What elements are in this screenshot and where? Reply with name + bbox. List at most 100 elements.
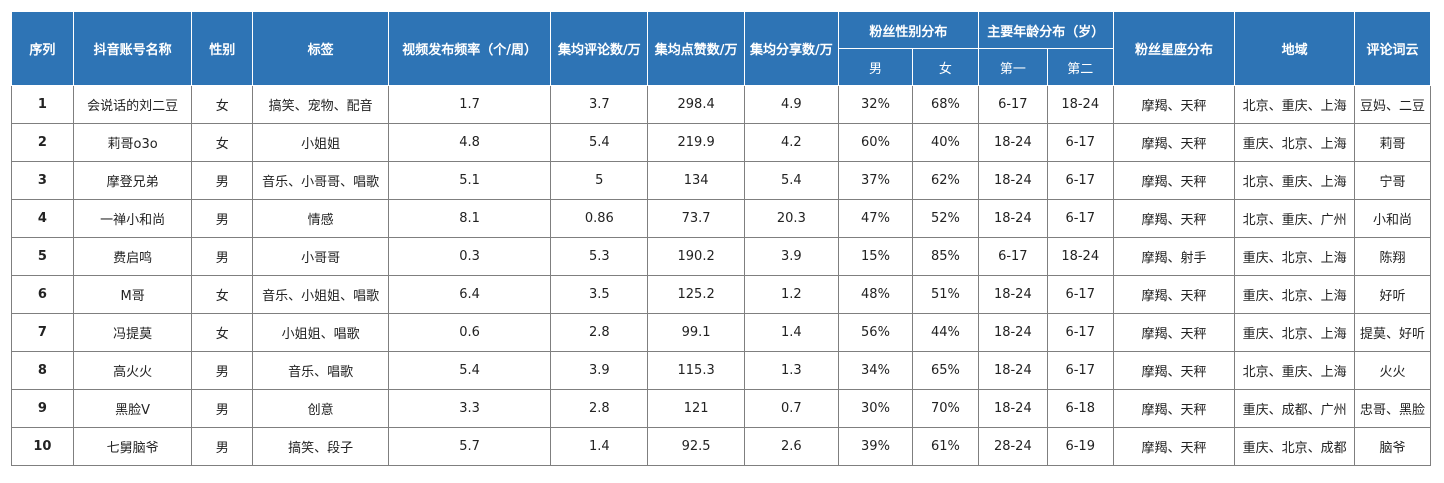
male-percent: 39%: [838, 427, 913, 466]
zodiac-cell: 摩羯、天秤: [1112, 275, 1236, 314]
row-index: 4: [11, 199, 74, 238]
region-cell: 重庆、北京、上海: [1234, 275, 1355, 314]
header-age: 主要年龄分布（岁）: [977, 11, 1114, 49]
comments-cell: 2.8: [550, 389, 649, 428]
female-percent: 85%: [911, 237, 979, 276]
female-percent: 65%: [911, 351, 979, 390]
region-cell: 重庆、北京、成都: [1234, 427, 1355, 466]
header-fan-gender: 粉丝性别分布: [838, 11, 979, 49]
comments-cell: 3.9: [550, 351, 649, 390]
frequency-cell: 4.8: [388, 123, 552, 162]
shares-cell: 5.4: [743, 161, 840, 200]
header-female: 女: [911, 48, 979, 86]
header-frequency: 视频发布频率（个/周）: [388, 11, 552, 86]
female-percent: 61%: [911, 427, 979, 466]
comments-cell: 0.86: [550, 199, 649, 238]
likes-cell: 134: [647, 161, 745, 200]
row-index: 8: [11, 351, 74, 390]
region-cell: 重庆、成都、广州: [1234, 389, 1355, 428]
likes-cell: 99.1: [647, 313, 745, 352]
tags-cell: 音乐、小哥哥、唱歌: [252, 161, 390, 200]
female-percent: 62%: [911, 161, 979, 200]
douyin-accounts-table: 序列 抖音账号名称 性别 标签 视频发布频率（个/周） 集均评论数/万 集均点赞…: [11, 11, 1432, 466]
account-name: 一禅小和尚: [72, 199, 193, 238]
gender-cell: 男: [191, 161, 254, 200]
shares-cell: 3.9: [743, 237, 840, 276]
age-first-cell: 18-24: [977, 313, 1048, 352]
row-index: 3: [11, 161, 74, 200]
table-row: 7 冯提莫女小姐姐、唱歌 0.6 2.8 99.1 1.4 56% 44% 18-24 6-17 摩…: [11, 313, 1432, 352]
wordcloud-cell: 好听: [1353, 275, 1432, 314]
comments-cell: 5: [550, 161, 649, 200]
male-percent: 60%: [838, 123, 913, 162]
female-percent: 68%: [911, 85, 979, 124]
frequency-cell: 5.4: [388, 351, 552, 390]
wordcloud-cell: 火火: [1353, 351, 1432, 390]
likes-cell: 125.2: [647, 275, 745, 314]
age-second-cell: 6-17: [1046, 275, 1114, 314]
likes-cell: 298.4: [647, 85, 745, 124]
age-second-cell: 6-17: [1046, 351, 1114, 390]
zodiac-cell: 摩羯、天秤: [1112, 85, 1236, 124]
account-name: 七舅脑爷: [72, 427, 193, 466]
tags-cell: 创意: [252, 389, 390, 428]
frequency-cell: 0.6: [388, 313, 552, 352]
table-row: 1 会说话的刘二豆女搞笑、宠物、配音 1.7 3.7 298.4 4.9 32% 68% 6-1…: [11, 85, 1432, 124]
gender-cell: 男: [191, 427, 254, 466]
table-row: 3 摩登兄弟男音乐、小哥哥、唱歌 5.1 5 134 5.4 37% 62% 18-24 6-17…: [11, 161, 1432, 200]
likes-cell: 115.3: [647, 351, 745, 390]
tags-cell: 搞笑、宠物、配音: [252, 85, 390, 124]
frequency-cell: 8.1: [388, 199, 552, 238]
account-name: M哥: [72, 275, 193, 314]
age-first-cell: 18-24: [977, 123, 1048, 162]
age-first-cell: 28-24: [977, 427, 1048, 466]
age-second-cell: 6-17: [1046, 313, 1114, 352]
age-second-cell: 6-17: [1046, 199, 1114, 238]
tags-cell: 情感: [252, 199, 390, 238]
comments-cell: 5.4: [550, 123, 649, 162]
row-index: 7: [11, 313, 74, 352]
row-index: 2: [11, 123, 74, 162]
header-age-second: 第二: [1046, 48, 1114, 86]
frequency-cell: 3.3: [388, 389, 552, 428]
region-cell: 重庆、北京、上海: [1234, 123, 1355, 162]
zodiac-cell: 摩羯、天秤: [1112, 351, 1236, 390]
tags-cell: 音乐、小姐姐、唱歌: [252, 275, 390, 314]
header-shares: 集均分享数/万: [743, 11, 840, 86]
region-cell: 北京、重庆、上海: [1234, 161, 1355, 200]
header-likes: 集均点赞数/万: [647, 11, 745, 86]
age-second-cell: 18-24: [1046, 237, 1114, 276]
row-index: 9: [11, 389, 74, 428]
account-name: 费启鸣: [72, 237, 193, 276]
shares-cell: 20.3: [743, 199, 840, 238]
male-percent: 30%: [838, 389, 913, 428]
female-percent: 52%: [911, 199, 979, 238]
age-first-cell: 18-24: [977, 161, 1048, 200]
row-index: 6: [11, 275, 74, 314]
tags-cell: 音乐、唱歌: [252, 351, 390, 390]
header-gender: 性别: [191, 11, 254, 86]
shares-cell: 1.2: [743, 275, 840, 314]
zodiac-cell: 摩羯、射手: [1112, 237, 1236, 276]
gender-cell: 男: [191, 389, 254, 428]
likes-cell: 121: [647, 389, 745, 428]
row-index: 10: [11, 427, 74, 466]
account-name: 摩登兄弟: [72, 161, 193, 200]
comments-cell: 3.5: [550, 275, 649, 314]
header-age-first: 第一: [977, 48, 1048, 86]
header-wordcloud: 评论词云: [1353, 11, 1432, 86]
frequency-cell: 1.7: [388, 85, 552, 124]
male-percent: 34%: [838, 351, 913, 390]
gender-cell: 男: [191, 351, 254, 390]
male-percent: 37%: [838, 161, 913, 200]
zodiac-cell: 摩羯、天秤: [1112, 199, 1236, 238]
comments-cell: 5.3: [550, 237, 649, 276]
tags-cell: 小哥哥: [252, 237, 390, 276]
table-header: 序列 抖音账号名称 性别 标签 视频发布频率（个/周） 集均评论数/万 集均点赞…: [11, 11, 1432, 86]
frequency-cell: 5.1: [388, 161, 552, 200]
female-percent: 51%: [911, 275, 979, 314]
age-first-cell: 18-24: [977, 389, 1048, 428]
frequency-cell: 6.4: [388, 275, 552, 314]
male-percent: 56%: [838, 313, 913, 352]
gender-cell: 男: [191, 199, 254, 238]
